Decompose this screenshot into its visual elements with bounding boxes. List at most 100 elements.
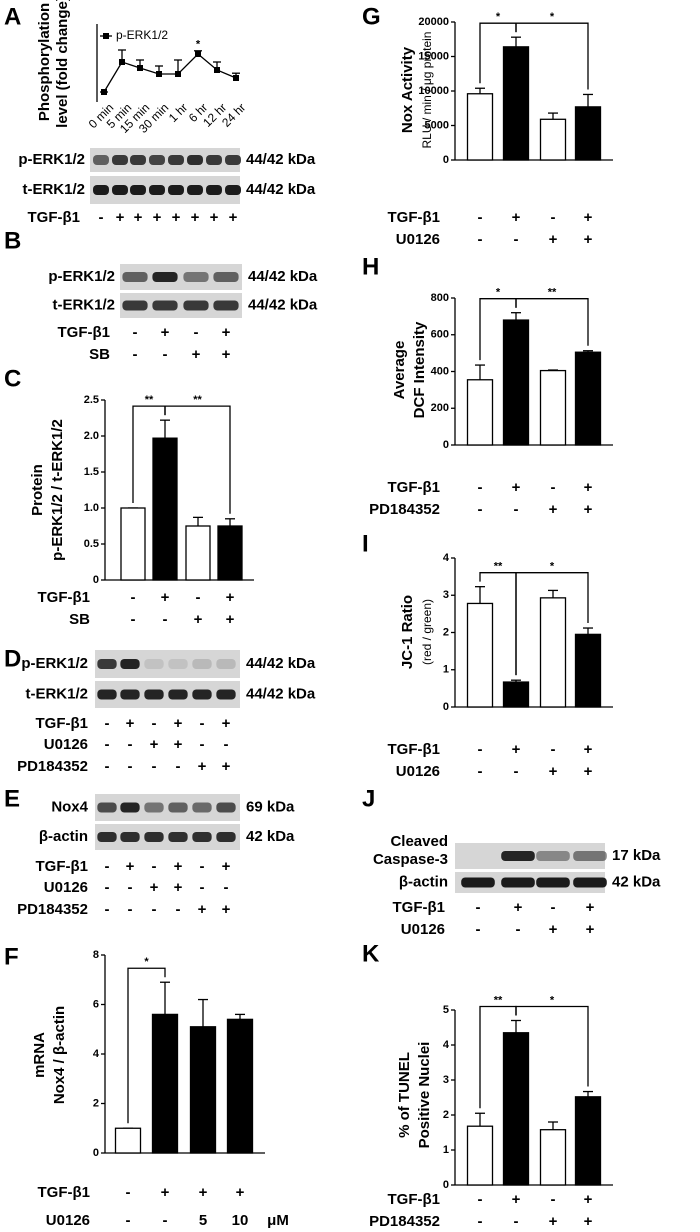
panel-label: B [4, 227, 21, 254]
y-tick-label: 400 [431, 365, 449, 377]
condition-name: TGF-β1 [388, 741, 441, 758]
y-axis-label: Average [391, 341, 408, 400]
blot-band [152, 272, 178, 282]
row-label: t-ERK1/2 [22, 181, 85, 198]
condition-value: - [200, 858, 205, 875]
y-axis-label: JC-1 Ratio [399, 595, 416, 669]
panel-label: K [362, 940, 380, 967]
condition-value: + [222, 901, 231, 918]
bar [502, 319, 530, 446]
condition-value: - [514, 231, 519, 248]
condition-value: - [105, 715, 110, 732]
condition-value: + [199, 1184, 208, 1201]
condition-value: + [584, 763, 593, 780]
panel-label: H [362, 253, 379, 280]
blot-band [120, 689, 140, 700]
condition-value: - [476, 899, 481, 916]
blot-band [97, 802, 117, 813]
condition-value: 5 [199, 1212, 207, 1229]
significance-label: ** [494, 561, 503, 573]
condition-value: - [478, 501, 483, 518]
condition-value: + [549, 1213, 558, 1230]
blot-band [168, 155, 184, 165]
significance-bracket [515, 1005, 589, 1087]
blot-band [112, 185, 128, 195]
condition-name: PD184352 [17, 901, 88, 918]
blot-band [120, 832, 140, 842]
blot-band [213, 272, 239, 282]
panel-label: F [4, 943, 19, 970]
condition-value: + [198, 901, 207, 918]
panel-label: I [362, 530, 369, 557]
y-tick-label: 4 [443, 552, 450, 564]
point [156, 71, 162, 77]
blot-band [501, 851, 535, 861]
condition-value: - [478, 763, 483, 780]
row-label: t-ERK1/2 [52, 296, 115, 313]
condition-value: + [222, 758, 231, 775]
condition-value: + [116, 209, 125, 226]
condition-value: + [584, 501, 593, 518]
y-axis-label: p-ERK1/2 / t-ERK1/2 [49, 419, 66, 561]
condition-value: - [152, 901, 157, 918]
condition-value: + [584, 1191, 593, 1208]
bar [466, 93, 494, 161]
size-label: 69 kDa [246, 798, 295, 815]
condition-value: - [551, 479, 556, 496]
condition-name: U0126 [401, 921, 445, 938]
condition-value: + [174, 858, 183, 875]
blot-band [536, 851, 570, 861]
condition-value: + [150, 879, 159, 896]
condition-value: + [229, 209, 238, 226]
blot-band [112, 155, 128, 165]
bar [502, 681, 530, 708]
condition-value: - [476, 921, 481, 938]
y-axis-label: Nox Activity [399, 46, 416, 133]
row-label: p-ERK1/2 [48, 268, 115, 285]
condition-value: + [153, 209, 162, 226]
condition-value: - [478, 1213, 483, 1230]
condition-value: + [126, 858, 135, 875]
condition-value: + [512, 479, 521, 496]
blot-band [168, 659, 188, 669]
row-label: Caspase-3 [373, 851, 448, 868]
condition-value: - [152, 715, 157, 732]
condition-name: TGF-β1 [388, 1191, 441, 1208]
y-tick-label: 1 [443, 664, 449, 676]
condition-value: - [176, 758, 181, 775]
bar [189, 1026, 217, 1154]
size-label: 44/42 kDa [246, 685, 316, 702]
row-label: p-ERK1/2 [21, 655, 88, 672]
row-label: β-actin [399, 873, 448, 890]
blot-strip [95, 650, 240, 678]
condition-name: PD184352 [17, 758, 88, 775]
y-tick-label: 20000 [418, 16, 449, 28]
condition-value: - [551, 209, 556, 226]
condition-value: - [200, 715, 205, 732]
condition-value: + [584, 741, 593, 758]
blot-band [225, 155, 241, 165]
condition-name: U0126 [396, 763, 440, 780]
significance-label: * [496, 11, 501, 23]
size-label: 17 kDa [612, 847, 661, 864]
condition-name: SB [69, 611, 90, 628]
blot-band [93, 185, 109, 195]
y-tick-label: 4 [93, 1048, 100, 1060]
condition-name: TGF-β1 [58, 324, 111, 341]
bar [466, 602, 494, 708]
bar [574, 106, 602, 161]
bar [539, 597, 567, 708]
row-label: Cleaved [390, 833, 448, 850]
condition-value: - [163, 346, 168, 363]
condition-value: - [128, 736, 133, 753]
y-axis-label: mRNA [31, 1032, 48, 1078]
condition-value: - [131, 611, 136, 628]
condition-value: - [551, 741, 556, 758]
size-label: 44/42 kDa [248, 268, 318, 285]
condition-name: SB [89, 346, 110, 363]
significance-bracket [515, 22, 589, 90]
condition-name: TGF-β1 [28, 209, 81, 226]
size-label: 44/42 kDa [246, 181, 316, 198]
y-tick-label: 2 [443, 626, 449, 638]
blot-band [168, 185, 184, 195]
